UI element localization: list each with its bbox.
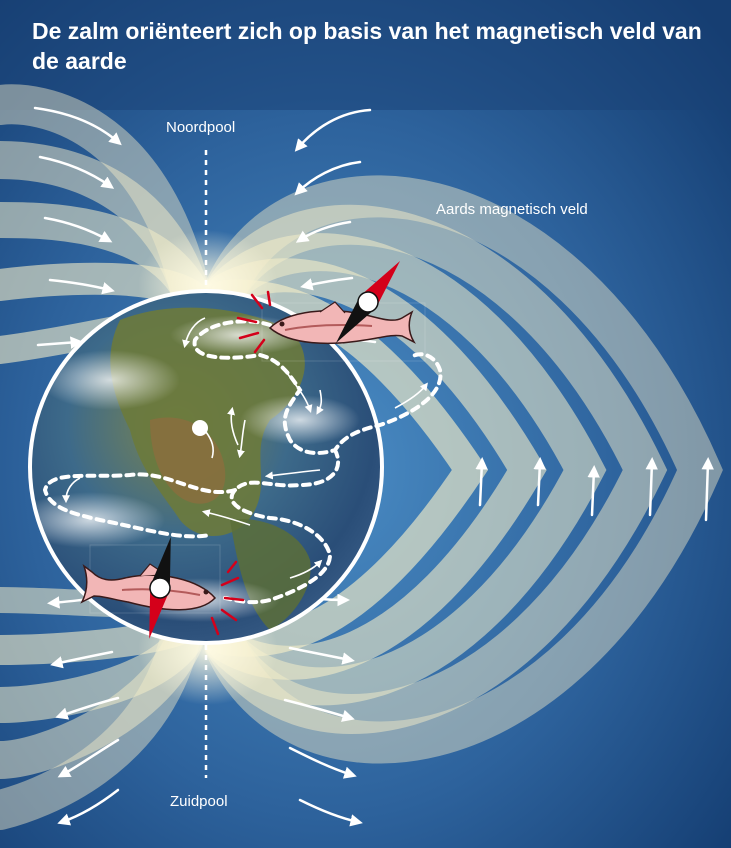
field-direction-arrow-icon [298, 798, 363, 827]
upper-signal-lines [210, 560, 245, 636]
fish-stripe [284, 324, 373, 331]
north-pole-label: Noordpool [166, 119, 236, 136]
field-direction-arrow-icon [295, 220, 352, 243]
field-direction-arrow-icon [237, 419, 246, 459]
start-point-tail [205, 431, 214, 459]
field-direction-arrow-icon [284, 369, 313, 414]
path-arrows [62, 317, 428, 579]
upper-signal-lines [236, 290, 272, 354]
field-band-right-2 [208, 258, 547, 680]
field-direction-arrow-icon [43, 216, 113, 243]
fish-body [80, 563, 217, 611]
field-direction-arrow-icon [36, 336, 83, 349]
earth-land-desert [150, 417, 226, 504]
field-band-right-5 [204, 175, 723, 764]
earth-cloud [40, 350, 180, 410]
field-arrows-left [33, 106, 122, 826]
salmon-icon [268, 301, 416, 345]
field-direction-arrow-icon [57, 788, 120, 826]
field-direction-arrow-icon [294, 108, 372, 152]
field-band-right-3 [206, 233, 607, 706]
compass-pivot [357, 291, 379, 313]
upper-fish-group [236, 261, 426, 362]
field-direction-arrow-icon [57, 738, 120, 778]
field-direction-arrow-icon [50, 650, 114, 669]
field-band-right-1 [210, 279, 489, 657]
migration-path [42, 319, 443, 605]
field-direction-arrow-icon [62, 477, 81, 504]
field-direction-arrow-icon [201, 509, 251, 526]
field-direction-arrow-icon [48, 278, 115, 295]
field-direction-arrow-icon [475, 457, 488, 507]
field-direction-arrow-icon [294, 160, 362, 196]
fish-fin [319, 301, 346, 314]
field-direction-arrow-icon [316, 389, 324, 415]
title-band [0, 0, 731, 110]
earth-land-south-america [230, 519, 311, 630]
field-arrows-right [283, 108, 714, 827]
compass-pivot [149, 577, 171, 599]
compass-north-end [149, 585, 170, 639]
fish-eye [203, 589, 209, 595]
fish-eye [279, 321, 285, 327]
field-direction-arrow-icon [587, 465, 600, 517]
field-direction-arrow-icon [227, 406, 239, 446]
compass-south-end [150, 537, 171, 591]
field-direction-arrow-icon [701, 457, 714, 522]
field-direction-arrow-icon [288, 746, 357, 779]
field-direction-arrow-icon [533, 457, 546, 507]
south-pole-label: Zuidpool [170, 793, 228, 810]
field-direction-arrow-icon [288, 646, 355, 665]
magnetic-field-label: Aards magnetisch veld [436, 201, 588, 218]
field-direction-arrow-icon [182, 317, 206, 349]
compass-needle-icon [149, 537, 171, 639]
field-direction-arrow-icon [264, 469, 321, 480]
field-direction-arrow-icon [283, 698, 355, 722]
field-direction-arrow-icon [289, 559, 323, 579]
field-direction-arrow-icon [33, 106, 122, 146]
lower-fish-group [80, 537, 245, 639]
earth-rim [28, 289, 384, 645]
upper-fish-frame [261, 302, 426, 362]
earth-cloud [30, 492, 165, 548]
earth-cloud [240, 395, 360, 445]
field-direction-arrow-icon [38, 155, 115, 189]
field-direction-arrow-icon [300, 276, 354, 291]
field-direction-arrow-icon [394, 382, 428, 409]
compass-needle-icon [335, 261, 401, 343]
start-point [192, 420, 208, 436]
field-direction-arrow-icon [645, 457, 658, 517]
field-direction-arrow-icon [55, 696, 120, 720]
page-title: De zalm oriënteert zich op basis van het… [32, 18, 702, 74]
